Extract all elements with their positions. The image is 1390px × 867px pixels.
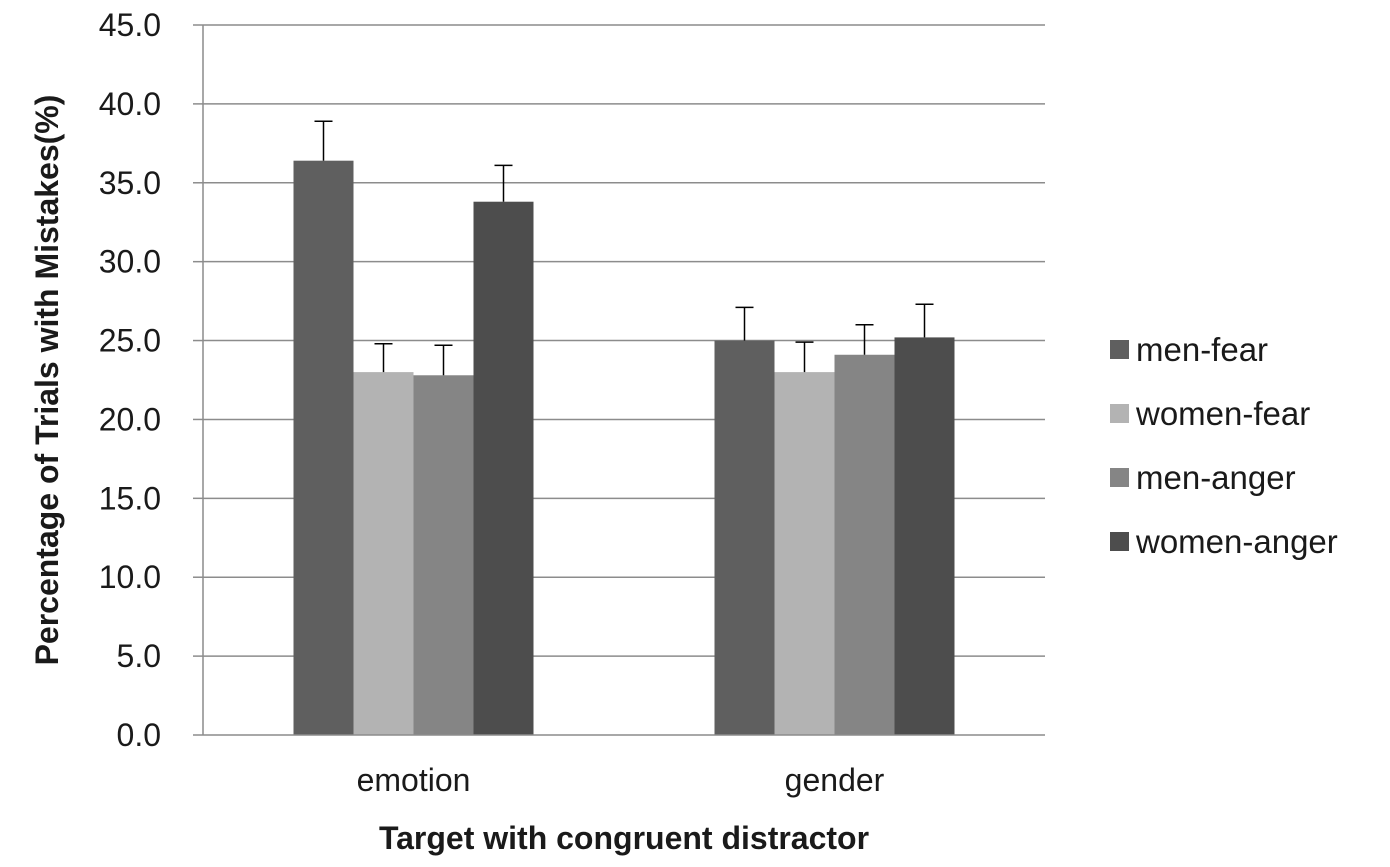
bar-women-anger-emotion	[473, 201, 534, 735]
bars	[293, 160, 955, 735]
legend-label-women-anger: women-anger	[1135, 523, 1338, 560]
legend-swatch-men-fear	[1110, 340, 1129, 359]
bar-men-anger-gender	[834, 354, 895, 735]
y-tick-label: 10.0	[99, 559, 161, 595]
bar-men-fear-gender	[714, 340, 775, 735]
bar-men-anger-emotion	[413, 375, 474, 735]
y-axis-tick-labels: 0.0 5.0 10.0 15.0 20.0 25.0 30.0 35.0 40.0 45.0	[99, 7, 203, 753]
bar-women-fear-emotion	[353, 372, 414, 735]
bar-women-fear-gender	[774, 372, 835, 735]
y-tick-label: 40.0	[99, 86, 161, 122]
y-tick-label: 25.0	[99, 323, 161, 359]
y-tick-label: 20.0	[99, 401, 161, 437]
y-tick-label: 15.0	[99, 480, 161, 516]
bar-men-fear-emotion	[293, 160, 354, 735]
y-tick-label: 0.0	[117, 717, 161, 753]
y-axis-title: Percentage of Trials with Mistakes(%)	[29, 95, 65, 666]
legend-swatch-women-anger	[1110, 532, 1129, 551]
legend-swatch-men-anger	[1110, 468, 1129, 487]
x-axis-title: Target with congruent distractor	[379, 820, 869, 856]
legend-label-men-anger: men-anger	[1136, 459, 1296, 496]
legend-label-men-fear: men-fear	[1136, 331, 1268, 368]
error-bars	[314, 120, 934, 376]
bar-women-anger-gender	[894, 337, 955, 735]
legend-swatch-women-fear	[1110, 404, 1129, 423]
x-category-label-emotion: emotion	[357, 762, 471, 798]
y-tick-label: 45.0	[99, 7, 161, 43]
y-tick-label: 5.0	[117, 638, 161, 674]
legend-label-women-fear: women-fear	[1135, 395, 1310, 432]
x-axis-category-labels: emotion gender	[357, 762, 885, 798]
y-tick-label: 30.0	[99, 244, 161, 280]
legend: men-fear women-fear men-anger women-anger	[1110, 331, 1338, 560]
x-category-label-gender: gender	[785, 762, 885, 798]
y-tick-label: 35.0	[99, 165, 161, 201]
